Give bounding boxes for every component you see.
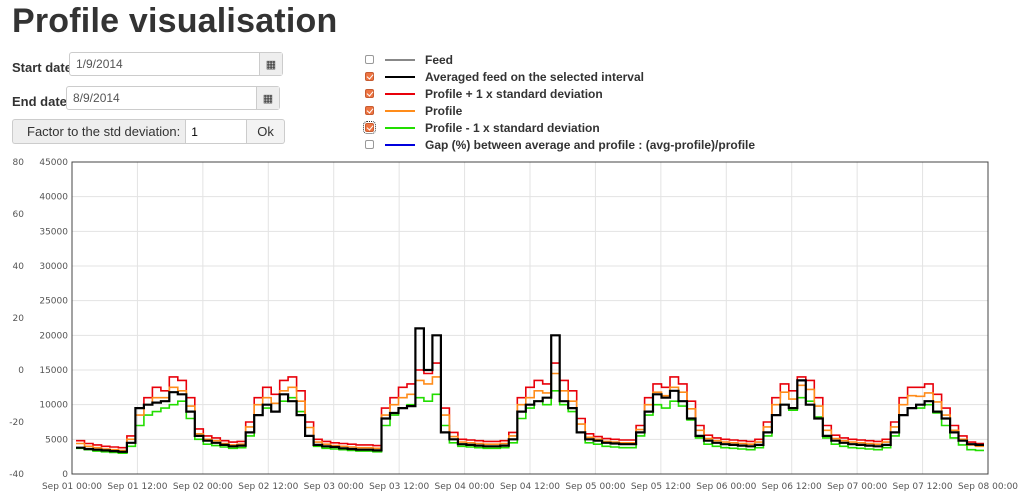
y-left-tick-label: 0 [18,366,24,376]
y-left-tick-label: 80 [13,158,25,168]
average-swatch [385,75,415,78]
x-tick-label: Sep 02 12:00 [238,482,298,492]
feed-checkbox[interactable] [365,55,374,64]
chart-grid [72,162,988,475]
x-tick-label: Sep 05 00:00 [565,482,625,492]
y-left-tick-label: 60 [13,210,25,220]
y-left-tick-label: 40 [13,262,25,272]
y-right-tick-label: 10000 [39,401,68,411]
profile-chart[interactable]: 45000 40000 35000 30000 25000 20000 15000 10000… [0,158,1024,498]
y-right-tick-label: 20000 [39,331,68,341]
feed-swatch [385,58,415,61]
y-right-tick-label: 40000 [39,193,68,203]
end-date-input[interactable] [67,87,256,109]
series-line [76,362,984,449]
x-tick-label: Sep 01 12:00 [107,482,167,492]
x-tick-label: Sep 03 12:00 [369,482,429,492]
end-date-field[interactable]: ▦ [66,86,280,110]
legend-item-average[interactable]: Averaged feed on the selected interval [364,68,644,85]
y-right-tick-label: 0 [62,470,68,480]
legend-item-profile[interactable]: Profile [364,102,462,119]
std-factor-group: Factor to the std deviation: Ok [12,119,285,144]
y-left-tick-label: 20 [13,314,25,324]
page-title: Profile visualisation [12,2,338,40]
y-right-tick-label: 30000 [39,262,68,272]
start-date-field[interactable]: ▦ [69,52,283,76]
y-right-tick-label: 25000 [39,297,68,307]
gap-swatch [385,143,415,146]
profile-plus-swatch [385,92,415,95]
x-tick-label: Sep 03 00:00 [304,482,364,492]
plot-frame [71,161,989,475]
legend-item-profile-plus[interactable]: Profile + 1 x standard deviation [364,85,603,102]
profile-minus-swatch [385,126,415,129]
end-date-label: End date [12,94,67,109]
profile-swatch [385,109,415,112]
legend-label: Profile - 1 x standard deviation [425,120,600,135]
legend-label: Profile [425,103,463,118]
legend-label: Profile + 1 x standard deviation [425,86,603,101]
legend-label: Gap (%) between average and profile : (a… [425,137,756,152]
y-right-tick-label: 35000 [39,227,68,237]
legend-item-gap[interactable]: Gap (%) between average and profile : (a… [364,136,755,153]
legend-item-profile-minus[interactable]: Profile - 1 x standard deviation [363,119,600,136]
y-right-tick-label: 15000 [39,366,68,376]
profile-checkbox[interactable] [365,106,374,115]
y-right-tick-label: 5000 [45,435,68,445]
std-factor-label: Factor to the std deviation: [12,119,186,144]
std-factor-input[interactable] [185,119,248,144]
x-tick-label: Sep 07 00:00 [827,482,887,492]
x-tick-label: Sep 08 00:00 [958,482,1018,492]
calendar-icon[interactable]: ▦ [256,87,279,109]
y-right-tick-label: 45000 [39,158,68,168]
profile-minus-checkbox[interactable] [363,121,376,134]
gap-checkbox[interactable] [365,140,374,149]
profile-plus-checkbox[interactable] [365,89,374,98]
chart-labels: 45000 40000 35000 30000 25000 20000 15000 10000… [9,158,1018,492]
average-checkbox[interactable] [365,72,374,81]
start-date-input[interactable] [70,53,259,75]
x-tick-label: Sep 04 00:00 [435,482,495,492]
series-line [76,327,984,453]
x-tick-label: Sep 04 12:00 [500,482,560,492]
x-tick-label: Sep 06 00:00 [696,482,756,492]
x-tick-label: Sep 01 00:00 [42,482,102,492]
ok-button[interactable]: Ok [247,119,285,144]
y-left-tick-label: -40 [9,470,24,480]
start-date-label: Start date [12,60,72,75]
legend-item-feed[interactable]: Feed [364,51,453,68]
legend-label: Averaged feed on the selected interval [425,69,644,84]
calendar-icon[interactable]: ▦ [259,53,282,75]
x-tick-label: Sep 02 00:00 [173,482,233,492]
x-tick-label: Sep 07 12:00 [893,482,953,492]
x-tick-label: Sep 06 12:00 [762,482,822,492]
x-tick-label: Sep 05 12:00 [631,482,691,492]
legend-label: Feed [425,52,454,67]
chart-series [76,327,984,454]
y-left-tick-label: -20 [9,418,24,428]
